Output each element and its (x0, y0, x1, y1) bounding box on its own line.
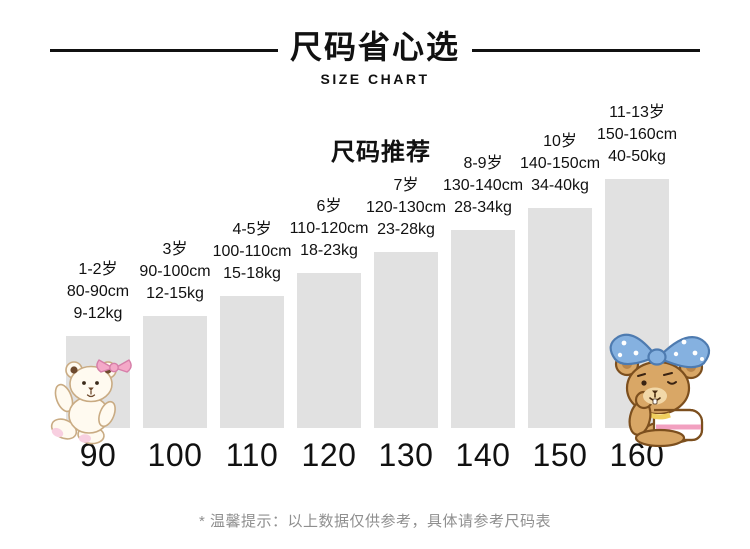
age-label: 11-13岁 (609, 104, 665, 121)
age-label: 4-5岁 (232, 221, 272, 238)
size-column-120: 6岁 110-120cm 18-23kg (290, 196, 368, 428)
weight-label: 9-12kg (73, 305, 123, 322)
size-column-100: 3岁 90-100cm 12-15kg (139, 239, 211, 428)
size-recommendation-label: 11-13岁 150-160cm 40-50kg (597, 102, 677, 168)
height-label: 100-110cm (212, 243, 292, 260)
white-teddy-bear-pink-bow-illustration (50, 359, 132, 445)
size-column-110: 4-5岁 100-110cm 15-18kg (213, 219, 291, 428)
axis-label-110: 110 (225, 437, 279, 473)
height-label: 130-140cm (442, 177, 524, 194)
height-label: 110-120cm (289, 220, 369, 237)
weight-label: 40-50kg (608, 148, 666, 165)
size-recommendation-label: 8-9岁 130-140cm 28-34kg (443, 153, 523, 219)
size-bar (451, 230, 515, 428)
weight-label: 18-23kg (300, 242, 358, 259)
x-axis: 90 100 110 120 130 140 150 160 (66, 437, 669, 474)
title-row: 尺码省心选 (0, 22, 750, 68)
title-rule-right (472, 48, 700, 52)
size-bar (143, 316, 207, 428)
bar-chart: 1-2岁 80-90cm 9-12kg 3岁 90-100cm 12-15kg … (66, 102, 677, 428)
chart-title: 尺码推荐 (331, 139, 431, 166)
page-title: 尺码省心选 (289, 29, 460, 65)
size-bar (374, 252, 438, 428)
weight-label: 12-15kg (146, 285, 204, 302)
footer-note: * 温馨提示：以上数据仅供参考，具体请参考尺码表 (198, 513, 551, 530)
weight-label: 15-18kg (223, 265, 281, 282)
axis-label-140: 140 (455, 437, 511, 473)
height-label: 90-100cm (139, 263, 211, 280)
axis-label-130: 130 (378, 437, 434, 473)
age-label: 7岁 (393, 177, 419, 194)
weight-label: 34-40kg (531, 177, 589, 194)
size-column-160: 11-13岁 150-160cm 40-50kg (597, 102, 677, 428)
size-recommendation-label: 1-2岁 80-90cm 9-12kg (67, 259, 129, 325)
size-bar (220, 296, 284, 428)
size-recommendation-label: 6岁 110-120cm 18-23kg (290, 196, 369, 262)
size-recommendation-label: 7岁 120-130cm 23-28kg (366, 175, 446, 241)
axis-label-100: 100 (147, 437, 203, 473)
size-bar (297, 273, 361, 428)
size-column-140: 8-9岁 130-140cm 28-34kg (443, 153, 523, 428)
age-label: 8-9岁 (463, 155, 503, 172)
brown-bear-blue-polkadot-bow-illustration (609, 333, 711, 447)
size-recommendation-label: 3岁 90-100cm 12-15kg (139, 239, 210, 305)
axis-label-120: 120 (301, 437, 357, 473)
height-label: 140-150cm (519, 155, 601, 172)
size-recommendation-label: 4-5岁 100-110cm 15-18kg (213, 219, 292, 285)
age-label: 10岁 (543, 133, 577, 150)
title-rule-left (49, 48, 278, 52)
weight-label: 23-28kg (377, 221, 435, 238)
page-subtitle: SIZE CHART (320, 71, 430, 87)
weight-label: 28-34kg (454, 199, 512, 216)
height-label: 150-160cm (596, 126, 678, 143)
size-recommendation-label: 10岁 140-150cm 34-40kg (520, 131, 600, 197)
height-label: 80-90cm (66, 283, 130, 300)
header: 尺码省心选 SIZE CHART (0, 22, 750, 87)
age-label: 1-2岁 (78, 261, 118, 278)
size-bar (528, 208, 592, 428)
size-column-130: 7岁 120-130cm 23-28kg (366, 175, 446, 428)
height-label: 120-130cm (365, 199, 447, 216)
age-label: 3岁 (162, 241, 188, 258)
axis-label-150: 150 (532, 437, 588, 473)
size-column-150: 10岁 140-150cm 34-40kg (520, 131, 600, 428)
age-label: 6岁 (316, 198, 342, 215)
